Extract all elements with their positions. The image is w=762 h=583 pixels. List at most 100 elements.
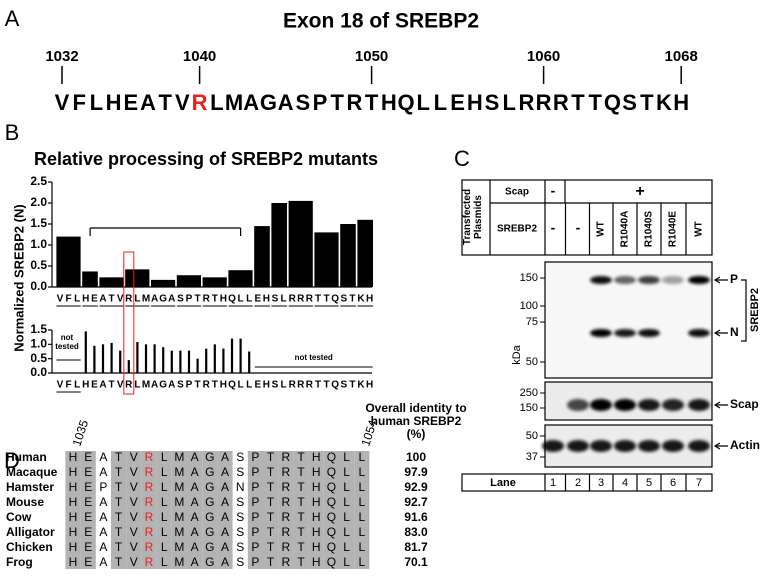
annotation: not tested: [295, 353, 333, 362]
residue: H: [69, 540, 78, 554]
bar: [179, 350, 182, 373]
band-label: P: [730, 272, 738, 286]
marker-label: 50: [526, 356, 538, 368]
residue: V: [55, 90, 70, 115]
bar: [314, 232, 339, 287]
residue: S: [236, 465, 244, 479]
band: [590, 276, 612, 284]
x-tick-label: R: [125, 380, 133, 391]
srebp2-construct: R1040S: [644, 211, 655, 247]
residue: T: [158, 90, 172, 115]
species: Hamster: [6, 480, 54, 494]
bar: [228, 270, 253, 287]
residue: A: [278, 90, 294, 115]
srebp2-construct: WT: [596, 221, 607, 237]
conserved-column: [141, 451, 157, 569]
lane-label: Lane: [490, 477, 516, 489]
conserved-column: [308, 451, 324, 569]
residue: T: [267, 540, 275, 554]
residue: L: [161, 480, 168, 494]
y-tick-label: 1.0: [30, 237, 47, 251]
band: [590, 329, 612, 337]
bar: [101, 344, 105, 373]
residue: L: [343, 495, 350, 509]
residue: T: [115, 555, 123, 569]
residue: G: [205, 510, 214, 524]
residue: T: [365, 90, 379, 115]
x-tick-label: T: [324, 380, 330, 391]
bar: [99, 277, 124, 287]
identity: 70.1: [404, 555, 428, 569]
residue: Q: [397, 90, 414, 115]
residue: H: [69, 450, 78, 464]
residue: A: [99, 450, 107, 464]
bar: [248, 351, 251, 373]
x-tick-label: R: [297, 380, 305, 391]
residue: E: [84, 495, 92, 509]
residue: G: [205, 450, 214, 464]
bar: [187, 350, 191, 373]
band-label: N: [730, 325, 739, 339]
residue: T: [267, 525, 275, 539]
residue: R: [192, 90, 208, 115]
residue: R: [536, 90, 552, 115]
bar: [170, 350, 173, 373]
band: [590, 399, 612, 411]
marker-label: 75: [526, 316, 538, 328]
x-tick-label: F: [66, 380, 72, 391]
lane-number: 5: [646, 477, 652, 489]
residue: V: [130, 540, 138, 554]
x-tick-label: Q: [228, 380, 236, 391]
band: [542, 440, 564, 452]
residue: A: [221, 510, 229, 524]
x-tick-label: H: [82, 380, 89, 391]
residue: H: [106, 90, 122, 115]
bar: [271, 203, 287, 287]
lane-number: 3: [598, 477, 604, 489]
bar: [93, 345, 96, 373]
bar: [230, 338, 234, 373]
residue: H: [69, 465, 78, 479]
residue: A: [191, 480, 199, 494]
residue: Q: [327, 465, 336, 479]
blot-label: SREBP2: [749, 288, 761, 332]
y-axis-label: Normalized SREBP2 (N): [11, 204, 26, 351]
residue: H: [312, 480, 321, 494]
residue: L: [161, 525, 168, 539]
residue: S: [236, 495, 244, 509]
panel-label: C: [454, 146, 470, 171]
band-label: Scap: [730, 397, 759, 411]
band: [662, 440, 684, 452]
bar: [239, 338, 242, 373]
residue: L: [358, 510, 365, 524]
residue: T: [297, 450, 305, 464]
residue: G: [205, 465, 214, 479]
band: [688, 276, 710, 284]
residue: M: [174, 480, 184, 494]
residue: V: [130, 525, 138, 539]
residue: T: [115, 510, 123, 524]
band: [638, 276, 660, 284]
residue: V: [130, 465, 138, 479]
residue: M: [174, 525, 184, 539]
residue: A: [99, 465, 107, 479]
y-tick-label: 0.5: [30, 351, 47, 365]
bar: [153, 344, 156, 373]
arrow: [713, 329, 728, 337]
residue: L: [358, 480, 365, 494]
position-label: 1035: [70, 418, 92, 448]
residue: R: [281, 450, 290, 464]
residue: L: [502, 90, 515, 115]
residue: L: [358, 525, 365, 539]
residue: L: [161, 540, 168, 554]
residue: T: [588, 90, 602, 115]
residue: H: [312, 465, 321, 479]
bar: [254, 226, 270, 287]
residue: M: [174, 495, 184, 509]
identity: 100: [406, 450, 426, 464]
residue: E: [84, 555, 92, 569]
residue: V: [130, 480, 138, 494]
residue: L: [210, 90, 223, 115]
